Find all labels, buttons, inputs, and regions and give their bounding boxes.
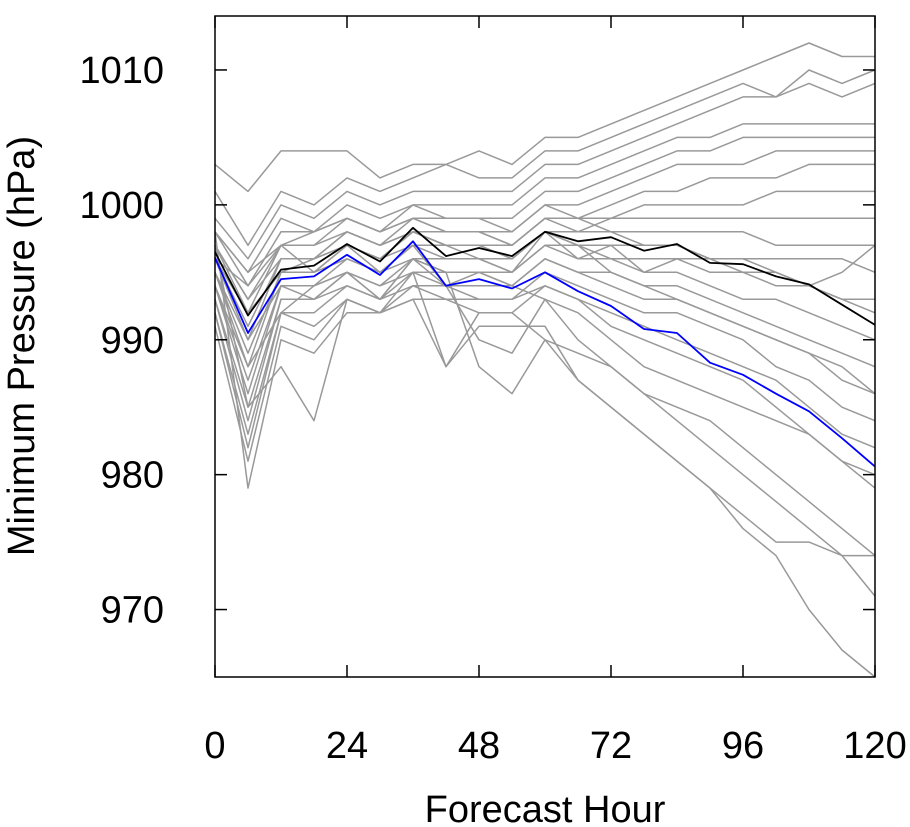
black-line	[214, 226, 876, 326]
x-tick-label-72: 72	[590, 725, 632, 767]
x-axis-title: Forecast Hour	[425, 789, 666, 827]
ensemble-line-23	[214, 244, 876, 489]
ensemble-line-9	[214, 217, 875, 341]
highlight-lines	[214, 226, 876, 468]
ensemble-lines	[214, 42, 876, 678]
x-tick-label-24: 24	[326, 725, 368, 767]
ensemble-line-20	[214, 245, 875, 557]
ensemble-line-22	[214, 258, 876, 597]
x-tick-label-96: 96	[722, 725, 764, 767]
y-tick-label-970: 970	[101, 590, 164, 632]
y-axis: 970 980 990 1000 1010	[79, 50, 875, 632]
blue-line	[214, 240, 876, 468]
x-tick-label-0: 0	[204, 725, 225, 767]
plot-frame	[214, 15, 876, 678]
ensemble-line-2	[214, 69, 876, 247]
y-tick-label-1000: 1000	[79, 185, 164, 227]
x-axis: 0 24 48 72 96 120	[204, 16, 907, 767]
ensemble-line-10	[214, 231, 875, 354]
ensemble-line-5	[214, 136, 875, 287]
y-tick-label-1010: 1010	[79, 50, 164, 92]
ensemble-line-21	[214, 258, 876, 678]
x-tick-label-120: 120	[843, 725, 906, 767]
ensemble-line-4	[214, 123, 875, 274]
ensemble-line-14	[214, 258, 876, 408]
ensemble-line-7	[214, 163, 875, 314]
x-tick-label-48: 48	[458, 725, 500, 767]
y-axis-title: Minimum Pressure (hPa)	[1, 136, 43, 556]
ensemble-line-1	[214, 42, 875, 193]
ensemble-line-3	[214, 82, 876, 260]
ensemble-line-13	[214, 244, 876, 395]
y-tick-label-990: 990	[101, 320, 164, 362]
ensemble-line-18	[214, 285, 876, 476]
ensemble-line-25	[214, 217, 876, 314]
y-tick-label-980: 980	[101, 455, 164, 497]
